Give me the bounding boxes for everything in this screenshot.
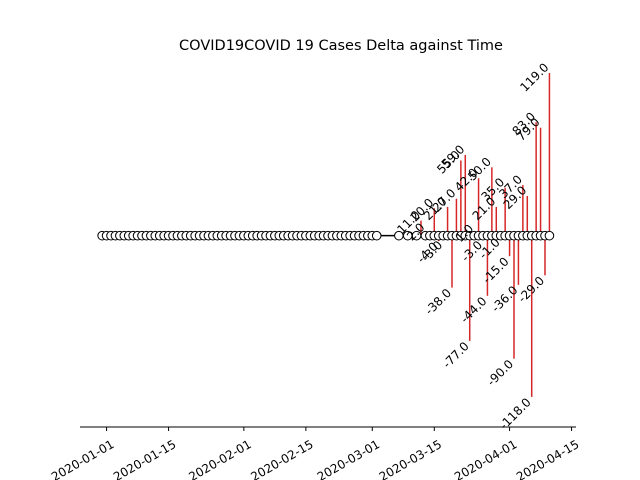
x-tick-label: 2020-03-01 xyxy=(315,437,382,480)
data-label: -36.0 xyxy=(489,283,521,315)
x-tick-label: 2020-02-15 xyxy=(248,437,315,480)
x-tick-label: 2020-01-01 xyxy=(49,437,116,480)
data-labels: 11.02.020.0-4.0-3.021.0-38.027.055.059.0… xyxy=(394,60,551,432)
x-tick-label: 2020-03-15 xyxy=(377,437,444,480)
data-label: -77.0 xyxy=(440,339,472,371)
x-tick-label: 2020-02-01 xyxy=(186,437,253,480)
x-tick-label: 2020-04-15 xyxy=(514,437,581,480)
data-point xyxy=(371,230,382,241)
x-tick-label: 2020-04-01 xyxy=(452,437,519,480)
data-label: 27.0 xyxy=(430,186,459,215)
marker-series xyxy=(97,230,555,241)
data-label: 119.0 xyxy=(517,60,551,94)
data-label: -38.0 xyxy=(422,286,454,318)
data-point xyxy=(544,230,555,241)
data-label: 50.0 xyxy=(465,155,494,184)
data-label: -44.0 xyxy=(458,294,490,326)
chart-title: COVID19COVID 19 Cases Delta against Time xyxy=(179,38,503,54)
x-tick-label: 2020-01-15 xyxy=(111,437,178,480)
data-label: -90.0 xyxy=(484,357,516,389)
